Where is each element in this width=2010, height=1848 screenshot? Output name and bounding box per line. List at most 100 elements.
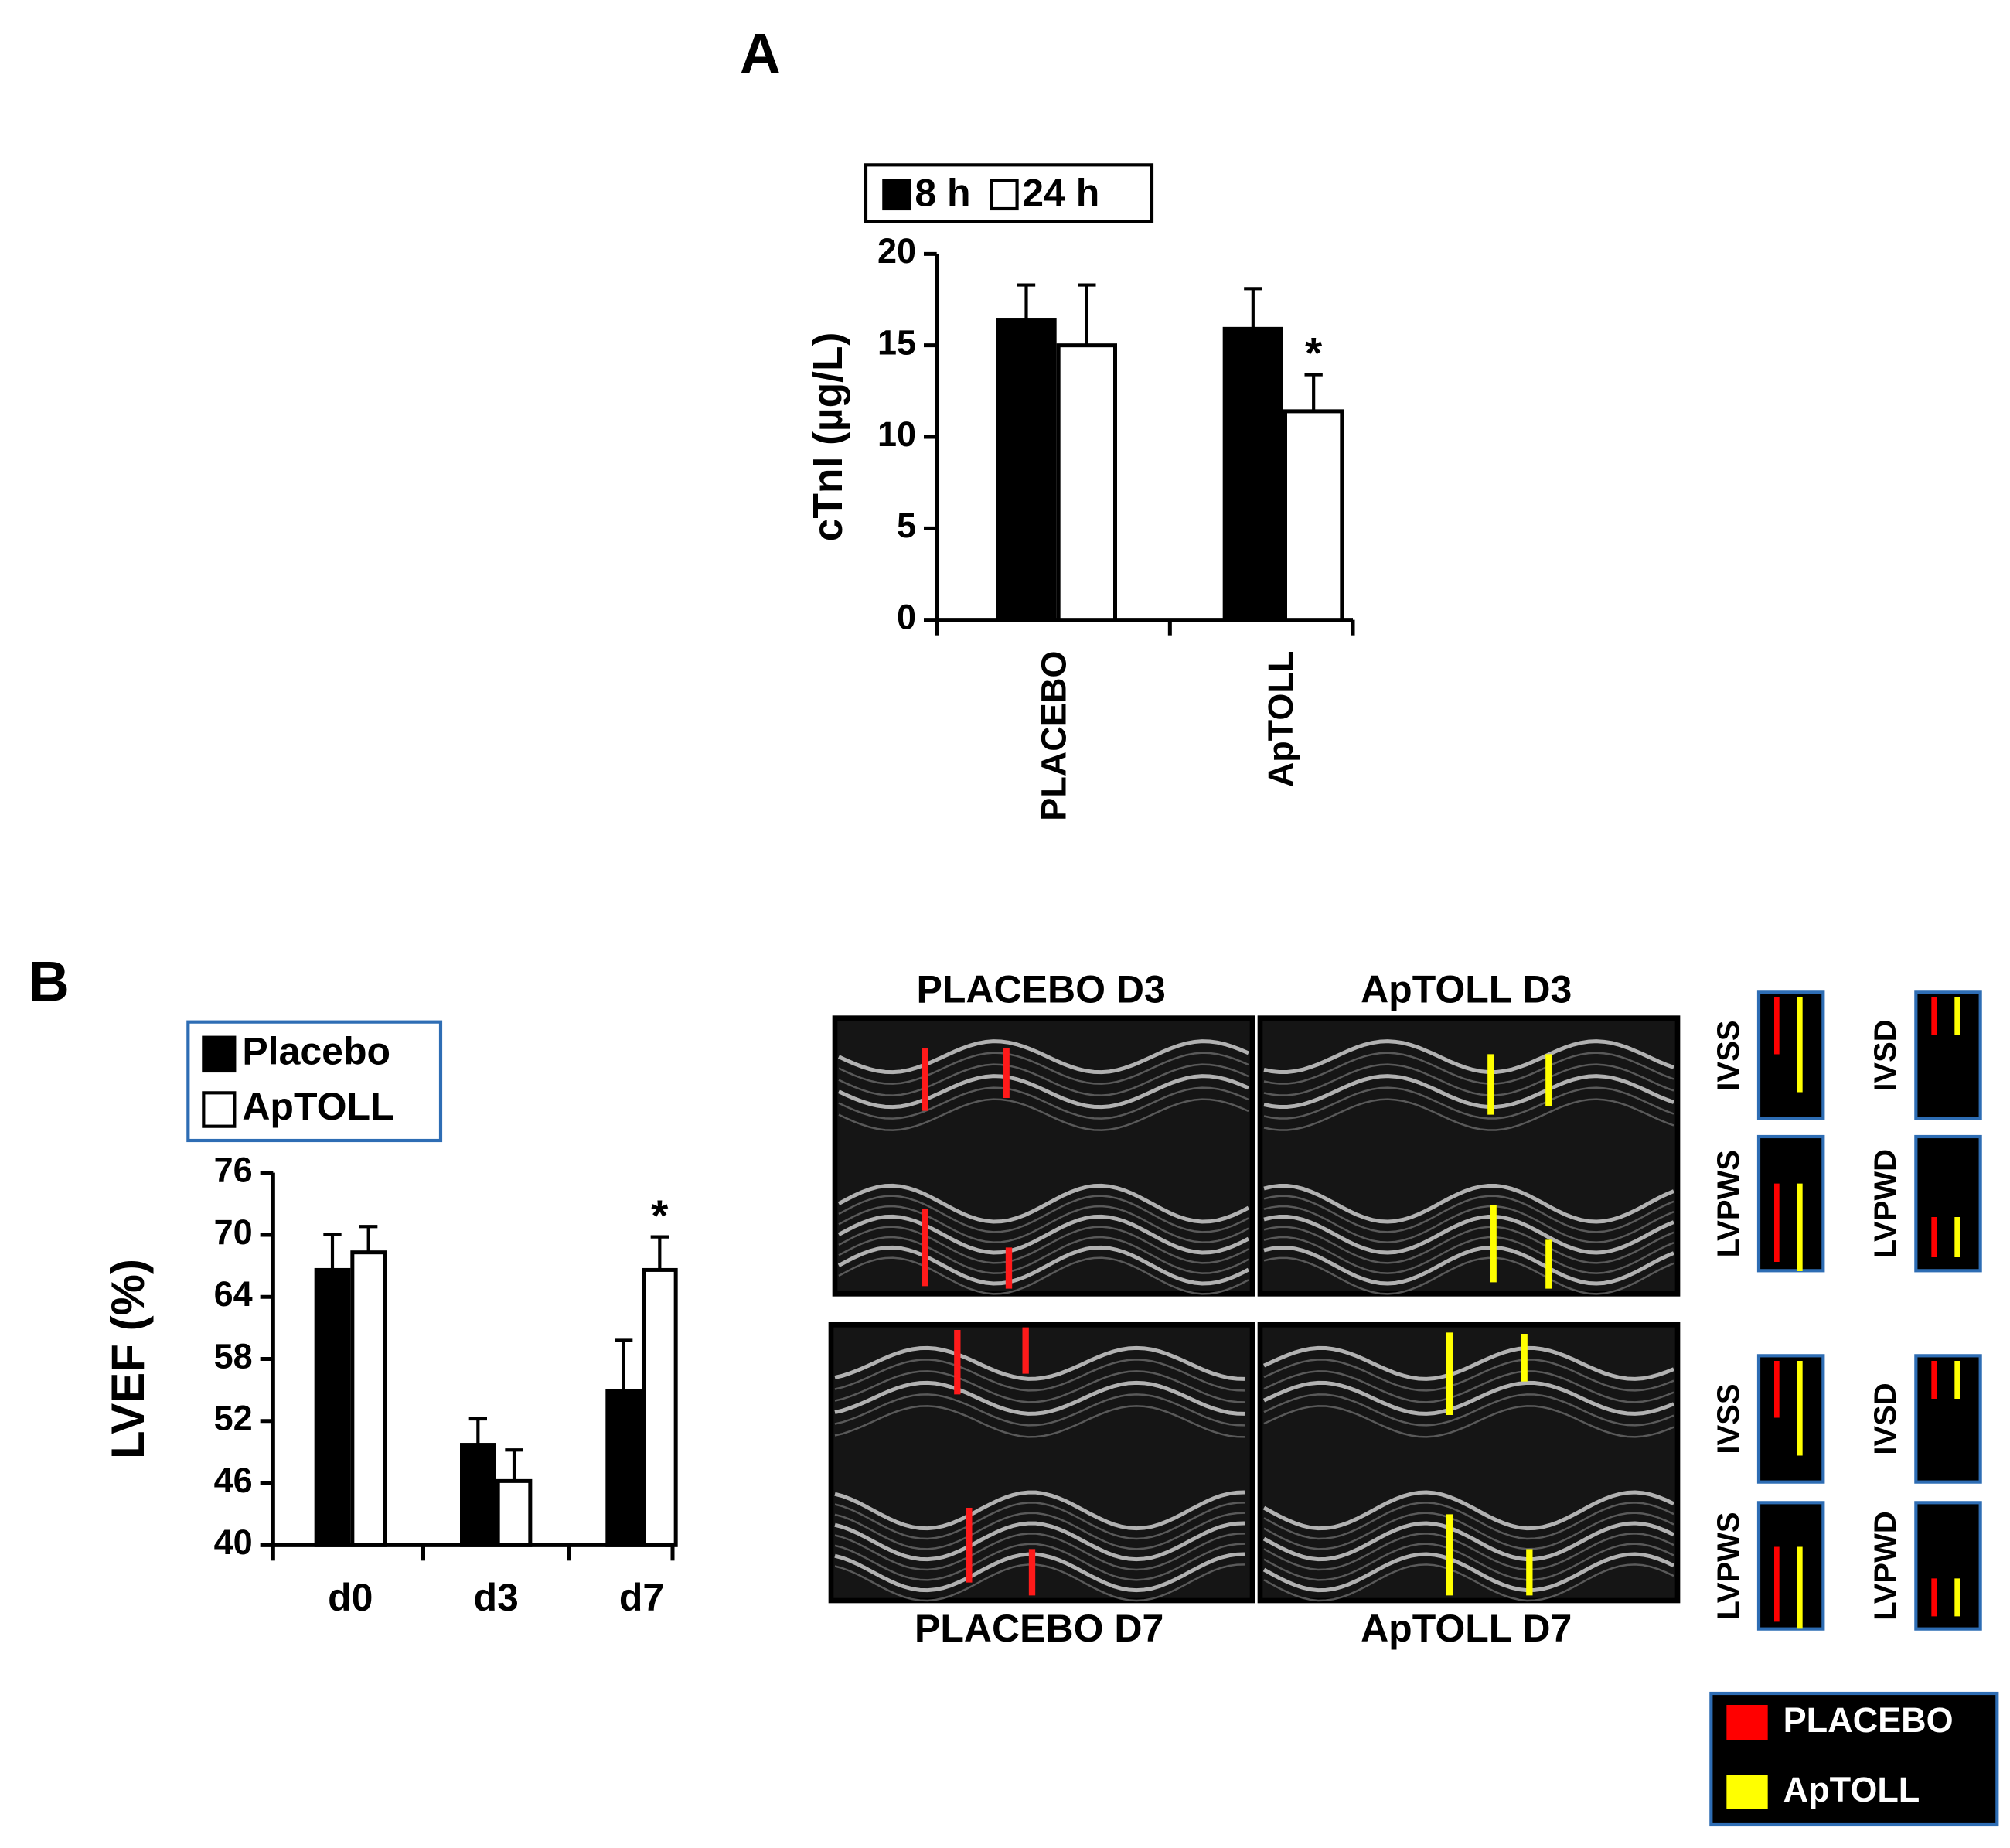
echo-texture [1263,1086,1674,1120]
echo-texture [834,1552,1245,1593]
echo-texture [1263,1563,1674,1602]
panel-label: A [740,22,781,85]
bar [314,1267,351,1547]
measure-box [1756,1134,1825,1273]
echo-texture [834,1380,1245,1416]
echo-texture [834,1359,1245,1392]
x-tick-label: d3 [473,1576,518,1619]
legend-swatch [990,179,1019,211]
echo-texture [834,1393,1245,1427]
echo-texture [1263,1215,1674,1255]
measure-box [1914,1354,1982,1484]
y-tick-label: 52 [214,1399,253,1438]
measure-box [1914,1501,1982,1631]
y-tick-label: 0 [897,598,916,637]
legend-label: ApTOLL [1783,1770,1920,1809]
echo-texture [838,1226,1249,1264]
echo-texture [838,1236,1249,1274]
echo-texture [1263,1074,1674,1109]
echo-texture [834,1563,1245,1602]
y-tick-label: 5 [897,506,916,545]
echo-texture [1263,1533,1674,1571]
x-tick-label: d7 [619,1576,664,1619]
echo-texture [1262,1345,1674,1381]
echo-texture [838,1205,1249,1243]
y-axis-label: cTnI (µg/L) [806,332,851,542]
echo-texture [1263,1063,1674,1096]
echo-texture [1263,1098,1674,1131]
y-tick-label: 76 [214,1151,253,1190]
legend-label: 8 h [915,172,970,215]
y-tick-label: 20 [877,231,916,271]
echo-texture [1263,1039,1674,1074]
measure-label: IVSS [1712,1020,1746,1090]
echo-texture [834,1521,1245,1562]
y-tick-label: 15 [877,323,916,363]
legend-label: PLACEBO [1783,1700,1954,1740]
echo-texture [838,1086,1249,1120]
echo-texture [1262,1380,1674,1416]
echo-texture [834,1502,1245,1540]
echo-texture [1263,1184,1674,1224]
echo-texture [834,1490,1245,1531]
echo-texture [1263,1370,1674,1403]
measure-box [1914,1134,1982,1273]
echo-texture [837,1245,1250,1286]
measure-label: LVPWD [1869,1149,1903,1258]
panel-label: B [29,950,70,1013]
echo-texture [838,1098,1249,1131]
echo-title: PLACEBO D3 [917,968,1166,1011]
measure-box [1756,990,1825,1120]
echo-title: PLACEBO D7 [915,1607,1163,1650]
y-tick-label: 10 [877,414,916,454]
bar [642,1267,678,1547]
measure-box [1914,990,1982,1120]
significance-mark: * [651,1192,668,1240]
echo-texture [1263,1205,1674,1243]
echo-texture [1263,1543,1674,1581]
echo-texture [1263,1405,1674,1438]
measure-box [1756,1501,1825,1631]
echo-texture [1262,1490,1675,1531]
x-tick-label: d0 [328,1576,373,1619]
echo-texture [834,1405,1245,1438]
measure-label: LVPWS [1712,1512,1746,1619]
y-tick-label: 40 [214,1522,253,1562]
legend-swatch [202,1091,237,1128]
y-axis-label: LVEF (%) [102,1259,154,1459]
echo-texture [838,1195,1249,1233]
bar [496,1478,533,1547]
measure-label: LVPWD [1869,1511,1903,1620]
echo-texture [1263,1052,1674,1085]
echo-texture [837,1039,1249,1075]
y-tick-label: 70 [214,1212,253,1252]
echo-texture [834,1512,1245,1550]
echo-texture [1262,1552,1675,1593]
legend-swatch [202,1035,237,1073]
echo-texture [838,1256,1249,1295]
y-tick-label: 64 [214,1274,253,1314]
echo-texture [837,1074,1249,1110]
echo-texture [1263,1393,1674,1427]
bar [1056,343,1118,622]
legend-label: 24 h [1022,172,1099,215]
echo-title: ApTOLL D3 [1361,968,1572,1011]
echo-texture [1263,1359,1674,1392]
echo-texture [1263,1195,1674,1233]
bar [350,1250,387,1547]
x-tick-label: ApTOLL [1261,651,1300,788]
echo-texture [1263,1226,1674,1264]
echo-image [1257,1322,1681,1604]
echo-title: ApTOLL D7 [1361,1607,1572,1650]
bar [460,1443,496,1547]
measure-label: LVPWS [1712,1150,1746,1257]
measure-box [1756,1354,1825,1484]
echo-texture [1263,1502,1674,1540]
legend-swatch [882,179,911,211]
y-tick-label: 58 [214,1336,253,1376]
echo-texture [1263,1246,1674,1286]
measure-label: IVSD [1869,1383,1903,1454]
echo-texture [1263,1512,1674,1550]
measure-label: IVSD [1869,1019,1903,1091]
